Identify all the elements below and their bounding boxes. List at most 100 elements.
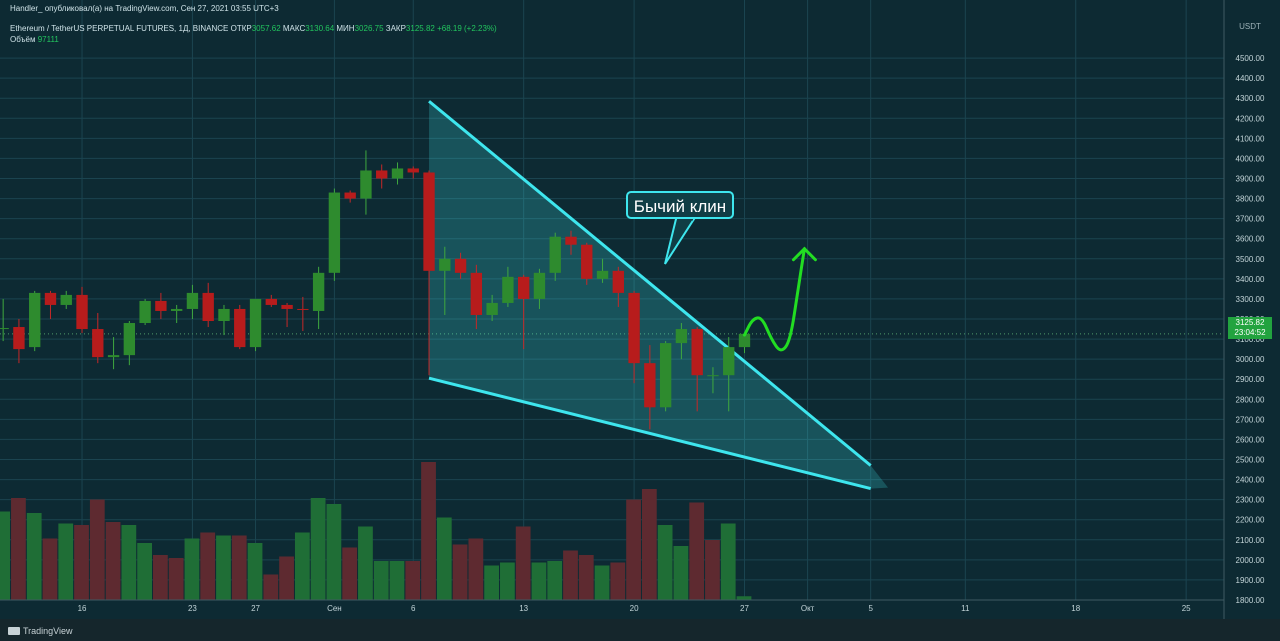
volume-bar [500,562,515,600]
candle-body [723,347,735,376]
volume-bars [0,462,752,600]
volume-bar [105,522,121,600]
candle-body [675,329,688,344]
volume-bar [310,498,326,600]
candle [297,296,309,332]
time-tick-label: 25 [1182,604,1191,613]
price-tick-label: 2200.00 [1236,516,1265,525]
volume-bar [626,499,641,600]
candle-body [502,276,514,303]
volume-bar [578,555,594,600]
candle [155,292,167,319]
candle-body [486,302,498,315]
volume-bar [247,543,263,600]
time-tick-label: 16 [78,604,87,613]
volume-bar [168,558,184,600]
volume-bar [326,504,342,600]
candle-body [297,308,309,310]
price-tick-label: 3600.00 [1236,235,1265,244]
candle [360,150,372,215]
time-tick-label: 20 [630,604,639,613]
candle [44,290,57,319]
candle [107,337,120,370]
candle [675,323,688,360]
time-axis[interactable]: 16 23 27 Сен 6 13 20 27 Окт 5 11 18 25 [78,604,1192,613]
last-price-value: 3125.82 [1235,318,1265,327]
price-tick-label: 3000.00 [1236,355,1265,364]
close-label: ЗАКР [385,24,406,33]
candle [328,188,341,281]
volume-bar [641,489,657,600]
candle [612,266,624,307]
volume-bar [184,538,200,600]
candle [723,337,735,412]
tradingview-logo-icon [8,627,20,635]
volume-bar [689,502,705,600]
candle [565,230,577,255]
callout-label[interactable]: Бычий клин [626,191,734,219]
candle-body [312,272,325,311]
candle-body [218,308,230,322]
volume-bar [673,546,689,600]
volume-bar [216,535,231,600]
candle [517,274,530,350]
projection-arrow [742,246,817,352]
price-tick-label: 3500.00 [1236,255,1265,264]
candle [628,290,640,384]
candle [29,290,41,352]
callout-text: Бычий клин [633,197,727,216]
price-tick-label: 3800.00 [1236,195,1265,204]
wedge-upper-line [428,100,872,467]
volume-value: 97111 [37,35,59,44]
volume-label[interactable]: Объём [10,35,36,44]
candle [439,246,451,315]
symbol-title[interactable]: Ethereum / TetherUS PERPETUAL FUTURES, 1… [10,24,229,33]
candle [454,252,467,279]
candle-body [565,236,577,245]
time-tick-label: 5 [868,604,873,613]
price-tick-label: 2500.00 [1236,456,1265,465]
volume-bar [279,556,294,600]
volume-bar [153,555,168,600]
time-tick-label: 27 [251,604,260,613]
candle [218,304,230,336]
candle-body [470,272,483,315]
candle [691,327,703,412]
volume-bar [389,561,405,600]
price-tick-label: 4500.00 [1236,54,1265,63]
candle-body [391,168,404,179]
candle [312,266,325,330]
volume-bar [421,462,436,600]
candle-body [265,298,277,305]
candle [502,266,514,307]
tradingview-logo[interactable]: TradingView [8,626,73,636]
candle [549,232,561,281]
price-tick-label: 4300.00 [1236,94,1265,103]
time-tick-label: 27 [740,604,749,613]
candle-body [13,327,25,350]
volume-bar [468,538,484,600]
candle [139,298,151,326]
volume-bar [610,562,626,600]
candle-body [659,343,672,408]
candle [76,286,88,334]
volume-bar [121,525,137,600]
candle-body [344,192,356,199]
high-label: МАКС [282,24,306,33]
candle [596,258,609,283]
price-tick-label: 4200.00 [1236,114,1265,123]
candle [0,298,9,342]
candle [533,268,546,309]
volume-bar [515,526,531,600]
candle-body [738,333,751,348]
price-axis[interactable]: USDT 1800.00 1900.00 2000.00 2100.00 2200.00 2… [1236,22,1265,605]
candle [391,162,404,185]
ohlc-line: Ethereum / TetherUS PERPETUAL FUTURES, 1… [10,24,497,33]
candle-body [707,375,719,377]
candle-body [60,294,72,305]
candle [581,242,593,285]
candle [202,282,214,328]
last-price-tag: 3125.82 23:04:52 [1228,317,1272,339]
publisher-text: Handler_ опубликовал(а) на TradingView.c… [10,4,279,13]
